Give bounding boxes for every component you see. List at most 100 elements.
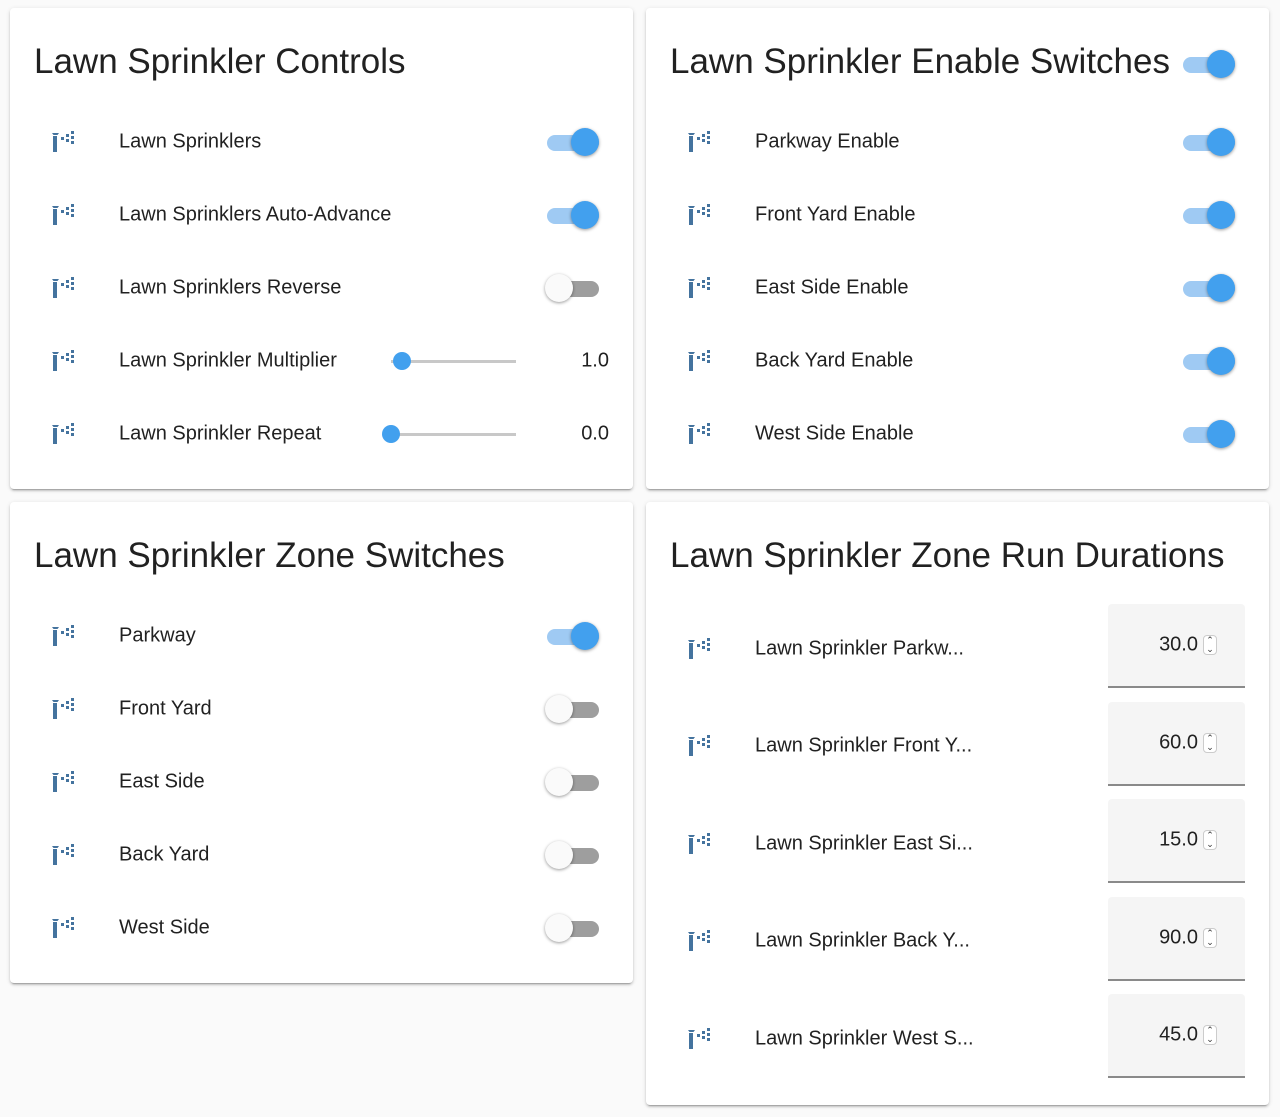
spinner-icon[interactable]: ⌃ ⌄ (1203, 927, 1217, 948)
list-item: Lawn Sprinkler Parkw... 30.0 ⌃ ⌄ (646, 600, 1269, 698)
row-label: Parkway Enable (755, 130, 900, 152)
list-item: Back Yard (10, 818, 633, 891)
sprinkler-icon (50, 770, 76, 794)
sprinkler-icon (50, 697, 76, 721)
sprinkler-icon (686, 422, 712, 446)
row-label: West Side (119, 916, 210, 938)
list-item: West Side (10, 891, 633, 964)
toggle-switch[interactable] (545, 127, 601, 157)
toggle-switch[interactable] (545, 840, 601, 870)
list-item: Lawn Sprinklers (10, 105, 633, 178)
row-label: Lawn Sprinklers Auto-Advance (119, 203, 392, 225)
toggle-switch[interactable] (545, 767, 601, 797)
list-item: Lawn Sprinkler Repeat 0.0 (10, 397, 633, 470)
sprinkler-icon (686, 276, 712, 300)
value-slider[interactable] (391, 351, 516, 371)
list-item: Front Yard (10, 672, 633, 745)
toggle-switch[interactable] (545, 913, 601, 943)
row-label: Front Yard Enable (755, 203, 916, 225)
list-item: Lawn Sprinkler Back Y... 90.0 ⌃ ⌄ (646, 893, 1269, 991)
row-label: Lawn Sprinklers Reverse (119, 276, 342, 298)
duration-value: 30.0 (1159, 633, 1198, 656)
card-title: Lawn Sprinkler Zone Switches (34, 536, 505, 575)
controls-card: Lawn Sprinkler Controls Lawn Sprinklers L… (10, 8, 633, 489)
list-item: Parkway Enable (646, 105, 1269, 178)
duration-value: 60.0 (1159, 731, 1198, 753)
row-label: Back Yard (119, 843, 210, 865)
row-label: Lawn Sprinkler East Si... (755, 832, 973, 855)
list-item: Lawn Sprinklers Reverse (10, 251, 633, 324)
duration-input[interactable]: 30.0 ⌃ ⌄ (1108, 604, 1245, 688)
spinner-icon[interactable]: ⌃ ⌄ (1203, 1025, 1217, 1045)
row-label: Lawn Sprinkler West S... (755, 1027, 974, 1050)
duration-input[interactable]: 60.0 ⌃ ⌄ (1108, 701, 1245, 786)
toggle-switch[interactable] (1181, 346, 1237, 376)
toggle-switch[interactable] (1181, 200, 1237, 230)
duration-input[interactable]: 45.0 ⌃ ⌄ (1108, 994, 1245, 1078)
enable-switches-card: Lawn Sprinkler Enable Switches Parkway E… (646, 8, 1269, 489)
row-label: Lawn Sprinklers (119, 130, 262, 152)
toggle-switch[interactable] (1181, 273, 1237, 303)
row-label: West Side Enable (755, 422, 914, 444)
sprinkler-icon (50, 276, 76, 300)
toggle-switch[interactable] (545, 273, 601, 303)
sprinkler-icon (686, 832, 712, 856)
row-label: Lawn Sprinkler Back Y... (755, 929, 970, 952)
sprinkler-icon (50, 203, 76, 227)
row-label: Lawn Sprinkler Multiplier (119, 349, 337, 371)
duration-value: 90.0 (1159, 926, 1198, 948)
list-item: Back Yard Enable (646, 324, 1269, 397)
row-label: East Side Enable (755, 276, 909, 298)
card-title: Lawn Sprinkler Enable Switches (670, 42, 1170, 81)
sprinkler-icon (50, 916, 76, 940)
row-label: Parkway (119, 624, 196, 646)
toggle-switch[interactable] (1181, 127, 1237, 157)
card-title: Lawn Sprinkler Controls (34, 42, 406, 81)
slider-thumb[interactable] (393, 351, 412, 370)
toggle-switch[interactable] (545, 200, 601, 230)
toggle-switch[interactable] (545, 621, 601, 651)
list-item: East Side (10, 745, 633, 818)
sprinkler-icon (50, 349, 76, 373)
list-item: Lawn Sprinkler Front Y... 60.0 ⌃ ⌄ (646, 698, 1269, 796)
sprinkler-icon (50, 843, 76, 867)
list-item: East Side Enable (646, 251, 1269, 324)
row-label: Lawn Sprinkler Front Y... (755, 734, 973, 757)
row-label: Lawn Sprinkler Repeat (119, 422, 322, 444)
list-item: Front Yard Enable (646, 178, 1269, 251)
row-label: East Side (119, 770, 205, 792)
duration-value: 15.0 (1159, 828, 1198, 851)
card-title: Lawn Sprinkler Zone Run Durations (670, 536, 1225, 575)
row-label: Back Yard Enable (755, 349, 914, 371)
run-durations-card: Lawn Sprinkler Zone Run Durations Lawn S… (646, 502, 1269, 1105)
enable-all-toggle[interactable] (1181, 49, 1237, 79)
sprinkler-icon (686, 1027, 712, 1051)
duration-input[interactable]: 90.0 ⌃ ⌄ (1108, 896, 1245, 981)
sprinkler-icon (686, 929, 712, 953)
sprinkler-icon (50, 130, 76, 154)
sprinkler-icon (686, 130, 712, 154)
row-label: Lawn Sprinkler Parkw... (755, 637, 964, 660)
sprinkler-icon (686, 349, 712, 373)
duration-value: 45.0 (1159, 1023, 1198, 1046)
list-item: West Side Enable (646, 397, 1269, 470)
sprinkler-icon (686, 734, 712, 758)
list-item: Lawn Sprinkler West S... 45.0 ⌃ ⌄ (646, 990, 1269, 1088)
slider-value: 0.0 (581, 422, 609, 444)
list-item: Lawn Sprinkler Multiplier 1.0 (10, 324, 633, 397)
spinner-icon[interactable]: ⌃ ⌄ (1203, 830, 1217, 850)
slider-thumb[interactable] (381, 424, 400, 443)
slider-value: 1.0 (581, 349, 609, 371)
sprinkler-icon (686, 637, 712, 661)
sprinkler-icon (686, 203, 712, 227)
sprinkler-icon (50, 422, 76, 446)
toggle-switch[interactable] (545, 694, 601, 724)
toggle-switch[interactable] (1181, 419, 1237, 449)
list-item: Parkway (10, 599, 633, 672)
spinner-icon[interactable]: ⌃ ⌄ (1203, 732, 1217, 753)
value-slider[interactable] (381, 424, 516, 444)
list-item: Lawn Sprinklers Auto-Advance (10, 178, 633, 251)
spinner-icon[interactable]: ⌃ ⌄ (1203, 635, 1217, 655)
row-label: Front Yard (119, 697, 212, 719)
duration-input[interactable]: 15.0 ⌃ ⌄ (1108, 799, 1245, 883)
